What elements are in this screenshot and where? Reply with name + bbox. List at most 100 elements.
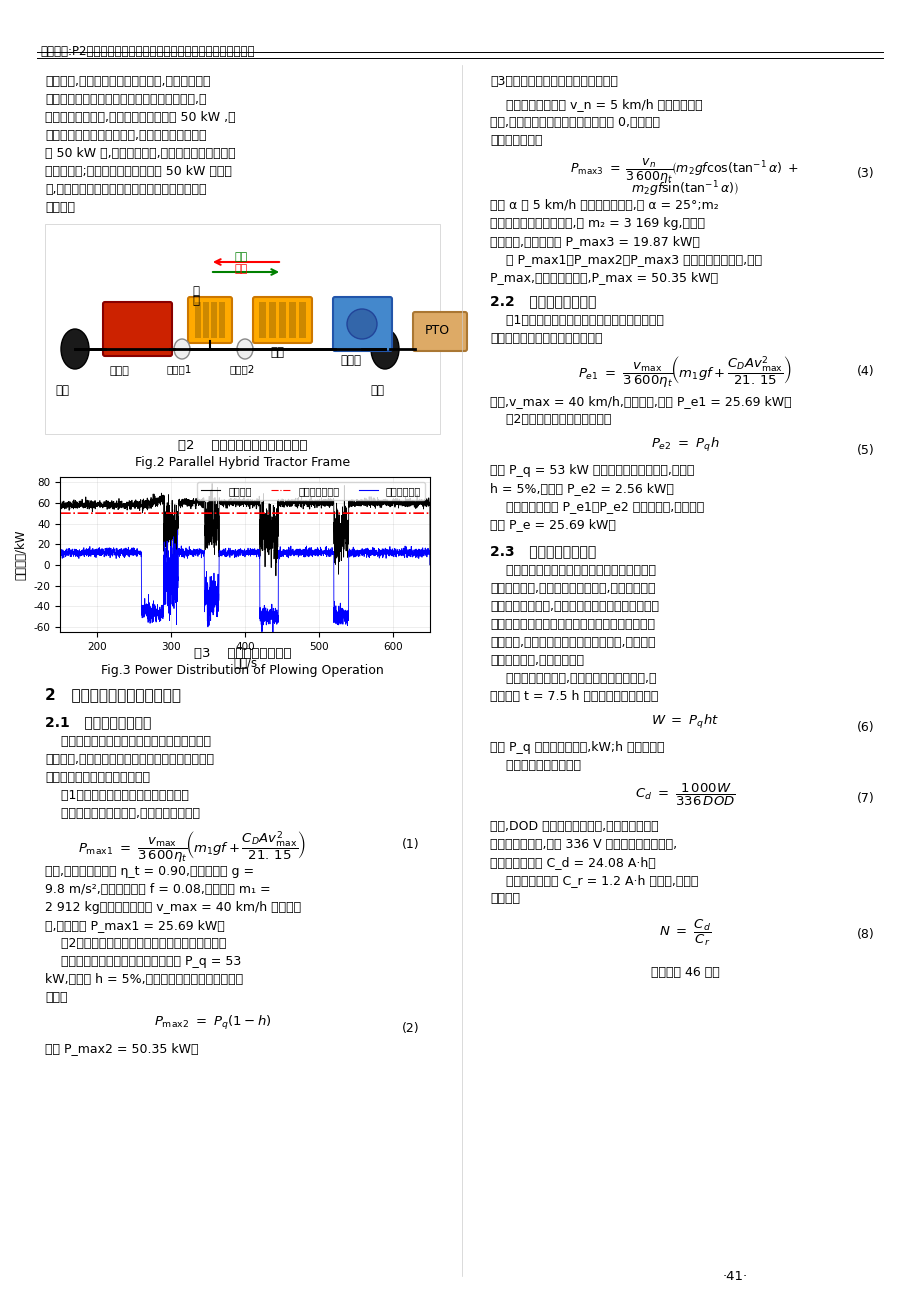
Text: 功率为: 功率为: [45, 991, 67, 1004]
Text: (1): (1): [402, 838, 420, 852]
Text: (2): (2): [402, 1022, 420, 1035]
发动机输出功率: [377, 505, 388, 521]
Text: 求,计算可得 P_max1 = 25.69 kW。: 求,计算可得 P_max1 = 25.69 kW。: [45, 919, 224, 932]
Text: 魏明亮等:P2构架混合动力拖拉机动力系统设计及参数匹配计算研究: 魏明亮等:P2构架混合动力拖拉机动力系统设计及参数匹配计算研究: [40, 46, 255, 59]
Text: （下转第 46 页）: （下转第 46 页）: [650, 966, 719, 979]
Text: 电动机功率选取 P_e1、P_e2 两者最大值,故电动机: 电动机功率选取 P_e1、P_e2 两者最大值,故电动机: [490, 500, 703, 513]
Text: 拖拉机以最高速行驶时,要求的最大功率为: 拖拉机以最高速行驶时,要求的最大功率为: [45, 807, 199, 820]
Bar: [268, 302, 276, 339]
作业功率: [196, 497, 207, 513]
Bar: [289, 302, 296, 339]
Text: 的电池组,应具有较高的比功率和比能量,因此储能: 的电池组,应具有较高的比功率和比能量,因此储能: [490, 635, 655, 648]
Text: h = 5%,计算得 P_e2 = 2.56 kW。: h = 5%,计算得 P_e2 = 2.56 kW。: [490, 482, 673, 495]
Text: (4): (4): [857, 365, 874, 378]
电机输出功率: [54, 546, 65, 561]
Text: 代入上式,经计算可得 P_max3 = 19.87 kW。: 代入上式,经计算可得 P_max3 = 19.87 kW。: [490, 234, 699, 247]
Bar: [195, 302, 200, 339]
Text: 式中,传动系统总效率 η_t = 0.90,重力加速度 g =: 式中,传动系统总效率 η_t = 0.90,重力加速度 g =: [45, 865, 254, 878]
作业功率: [54, 496, 65, 512]
电机输出功率: [96, 546, 108, 561]
作业功率: [96, 496, 108, 512]
Text: 图3    牵引作业功率分配: 图3 牵引作业功率分配: [194, 647, 291, 660]
Text: $P_{\rm max1}\ =\ \dfrac{v_{\rm max}}{3\,600\eta_t}\!\left(m_1gf+\dfrac{C_D A v_: $P_{\rm max1}\ =\ \dfrac{v_{\rm max}}{3\…: [78, 829, 306, 866]
Text: 充电: 充电: [234, 253, 248, 262]
Text: $W\ =\ P_q ht$: $W\ =\ P_q ht$: [650, 713, 719, 730]
电机输出功率: [267, 625, 278, 641]
Text: 要的最大功率为: 要的最大功率为: [490, 134, 542, 147]
Text: 关键部分,发动机功率是由最高车速、牵引作业下发: 关键部分,发动机功率是由最高车速、牵引作业下发: [45, 753, 214, 766]
Text: 柴油机: 柴油机: [110, 366, 130, 376]
FancyBboxPatch shape: [413, 312, 467, 352]
Text: Fig.3 Power Distribution of Plowing Operation: Fig.3 Power Distribution of Plowing Oper…: [101, 664, 383, 677]
Text: 首先确定电池容量,假设拖拉机牵引作业时,作: 首先确定电池容量,假设拖拉机牵引作业时,作: [490, 672, 656, 685]
Text: 接下来确定电池总容量: 接下来确定电池总容量: [490, 759, 581, 772]
Text: (6): (6): [857, 721, 874, 734]
Bar: [299, 302, 306, 339]
Text: 时,电机作为发电机发电吸收多余功率储存在动力: 时,电机作为发电机发电吸收多余功率储存在动力: [45, 184, 206, 197]
Text: 2 912 kg。根据最高车速 v_max = 40 km/h 的设计要: 2 912 kg。根据最高车速 v_max = 40 km/h 的设计要: [45, 901, 301, 914]
X-axis label: 时间/s: 时间/s: [233, 658, 256, 671]
Text: 电池中。: 电池中。: [45, 201, 75, 214]
Text: 式中,DOD 为动力电池放深度,根据已经确定的: 式中,DOD 为动力电池放深度,根据已经确定的: [490, 820, 658, 833]
Text: $P_{e1}\ =\ \dfrac{v_{\rm max}}{3\,600\eta_t}\!\left(m_1 gf+\dfrac{C_D A v_{\rm : $P_{e1}\ =\ \dfrac{v_{\rm max}}{3\,600\e…: [577, 355, 791, 391]
发动机输出功率: [416, 505, 427, 521]
电机输出功率: [172, 522, 183, 538]
Text: 其中 P_q = 53 kW 为拖拉机最大牵引功率,混合度: 其中 P_q = 53 kW 为拖拉机最大牵引功率,混合度: [490, 464, 694, 477]
Text: （2）混合驱动时电机最大功率: （2）混合驱动时电机最大功率: [490, 413, 611, 426]
Text: 选拖拉机在犁耕作业时所需最大功率 P_q = 53: 选拖拉机在犁耕作业时所需最大功率 P_q = 53: [45, 954, 241, 967]
FancyBboxPatch shape: [103, 302, 172, 355]
Text: 功率 P_e = 25.69 kW。: 功率 P_e = 25.69 kW。: [490, 518, 615, 531]
Text: 其中 α 是 5 km/h 时的最大爬坡度,且 α = 25°;m₂: 其中 α 是 5 km/h 时的最大爬坡度,且 α = 25°;m₂: [490, 199, 718, 212]
发动机输出功率: [119, 505, 130, 521]
Text: 电机的电压等级,选取 336 V 为蓄电池的电压等级,: 电机的电压等级,选取 336 V 为蓄电池的电压等级,: [490, 838, 676, 852]
Text: $P_{\rm max3}\ =\ \dfrac{v_n}{3\,600\eta_t}\!\left(m_2 gf\cos(\tan^{-1}\alpha)\ : $P_{\rm max3}\ =\ \dfrac{v_n}{3\,600\eta…: [570, 158, 799, 186]
Text: 动机兼具驱动和发电的功能,犁耕作业功率需求大: 动机兼具驱动和发电的功能,犁耕作业功率需求大: [45, 129, 206, 142]
Bar: [278, 302, 286, 339]
发动机输出功率: [424, 505, 435, 521]
Text: （3）根据爬坡度确定汽车的最大功率: （3）根据爬坡度确定汽车的最大功率: [490, 76, 618, 89]
Text: (7): (7): [857, 792, 874, 805]
Bar: [45, 224, 439, 434]
FancyBboxPatch shape: [187, 297, 232, 342]
Text: 放电: 放电: [234, 264, 248, 273]
Text: (3): (3): [857, 167, 874, 180]
作业功率: [207, 475, 218, 491]
Text: PTO: PTO: [425, 324, 449, 337]
Text: P_max,由上面计算可知,P_max = 50.35 kW。: P_max,由上面计算可知,P_max = 50.35 kW。: [490, 271, 718, 284]
作业功率: [417, 493, 428, 509]
FancyBboxPatch shape: [333, 297, 391, 352]
Text: 装置不能太大,也不能过重。: 装置不能太大,也不能过重。: [490, 654, 584, 667]
Bar: [210, 302, 217, 339]
Text: 于 50 kW 时,动力电池放电,电机提供额外功率来补: 于 50 kW 时,动力电池放电,电机提供额外功率来补: [45, 147, 235, 160]
Bar: [203, 302, 209, 339]
Text: 9.8 m/s²,滚动阻力系数 f = 0.08,半载质量 m₁ =: 9.8 m/s²,滚动阻力系数 f = 0.08,半载质量 m₁ =: [45, 883, 270, 896]
作业功率: [119, 500, 130, 516]
作业功率: [377, 492, 388, 508]
发动机输出功率: [54, 505, 65, 521]
Bar: [259, 302, 266, 339]
Text: 在 P_max1、P_max2、P_max3 中选取最大的一个,记为: 在 P_max1、P_max2、P_max3 中选取最大的一个,记为: [490, 253, 761, 266]
Text: 离合器2: 离合器2: [230, 365, 255, 374]
Text: 后轮: 后轮: [369, 384, 383, 397]
Text: kW,混合度 h = 5%,故最大牵引功率下发动机所需: kW,混合度 h = 5%,故最大牵引功率下发动机所需: [45, 973, 243, 986]
电机输出功率: [377, 544, 388, 560]
Text: 拖拉机以最低车速 v_n = 5 km/h 沿斜爬坡向上: 拖拉机以最低车速 v_n = 5 km/h 沿斜爬坡向上: [490, 98, 702, 111]
Text: 单体数量: 单体数量: [490, 892, 519, 905]
Text: 离合器1: 离合器1: [167, 365, 192, 374]
作业功率: [270, 568, 281, 583]
Text: 2   关键部件性能参数匹配计算: 2 关键部件性能参数匹配计算: [45, 687, 181, 702]
Text: $C_d\ =\ \dfrac{1\,000W}{336\,DOD}$: $C_d\ =\ \dfrac{1\,000W}{336\,DOD}$: [634, 783, 734, 809]
发动机输出功率: [96, 505, 108, 521]
Text: 行驶,假设所受空气阻力和加速阻力为 0,此时所需: 行驶,假设所受空气阻力和加速阻力为 0,此时所需: [490, 116, 659, 129]
Text: 业时间为 t = 7.5 h 时所需蓄电池总能量为: 业时间为 t = 7.5 h 时所需蓄电池总能量为: [490, 690, 658, 703]
Text: 选择单体容量为 C_r = 1.2 A·h 的电池,则电池: 选择单体容量为 C_r = 1.2 A·h 的电池,则电池: [490, 874, 698, 887]
Text: 前轮: 前轮: [55, 384, 69, 397]
Text: 电: 电: [192, 285, 199, 298]
作业功率: [424, 557, 435, 573]
Text: ·41·: ·41·: [721, 1269, 747, 1282]
Text: 为拖拉机的最大使用质量,且 m₂ = 3 169 kg,将数值: 为拖拉机的最大使用质量,且 m₂ = 3 169 kg,将数值: [490, 217, 704, 230]
Text: $P_{e2}\ =\ P_q h$: $P_{e2}\ =\ P_q h$: [650, 436, 719, 454]
电机输出功率: [119, 549, 130, 565]
Text: 重要组成部分,在转场和作业过程中,动力电池组充: 重要组成部分,在转场和作业过程中,动力电池组充: [490, 582, 655, 595]
电机输出功率: [424, 557, 435, 573]
